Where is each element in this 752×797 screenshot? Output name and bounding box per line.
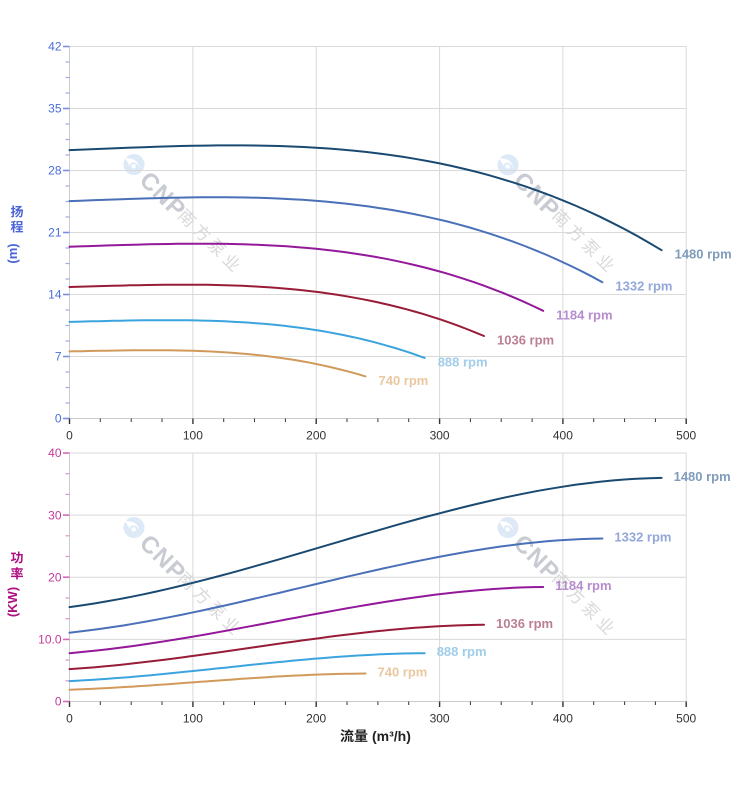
svg-text:400: 400 (553, 712, 573, 726)
svg-text:1184 rpm: 1184 rpm (555, 578, 611, 593)
svg-text:28: 28 (48, 164, 62, 178)
svg-text:100: 100 (183, 712, 203, 726)
svg-text:1332 rpm: 1332 rpm (615, 279, 672, 294)
svg-text:888 rpm: 888 rpm (438, 354, 488, 369)
svg-text:20: 20 (48, 571, 62, 585)
svg-text:30: 30 (48, 508, 62, 522)
svg-text:888 rpm: 888 rpm (437, 644, 487, 659)
svg-text:100: 100 (183, 429, 203, 443)
svg-text:0: 0 (55, 695, 62, 709)
svg-text:0: 0 (66, 712, 73, 726)
svg-text:1480 rpm: 1480 rpm (674, 469, 731, 484)
svg-text:200: 200 (306, 712, 326, 726)
svg-text:1184 rpm: 1184 rpm (556, 307, 612, 322)
svg-text:(m³/h): (m³/h) (372, 728, 411, 744)
svg-text:740 rpm: 740 rpm (378, 665, 428, 680)
svg-text:0: 0 (55, 412, 62, 426)
svg-text:500: 500 (676, 712, 696, 726)
svg-text:300: 300 (430, 712, 450, 726)
svg-text:400: 400 (553, 429, 573, 443)
svg-text:1332 rpm: 1332 rpm (614, 530, 671, 545)
svg-text:200: 200 (306, 429, 326, 443)
svg-text:740 rpm: 740 rpm (379, 373, 429, 388)
svg-text:40: 40 (48, 446, 62, 460)
svg-text:(KW): (KW) (5, 587, 20, 617)
svg-text:35: 35 (48, 102, 62, 116)
svg-text:0: 0 (66, 429, 73, 443)
svg-text:14: 14 (48, 288, 62, 302)
svg-text:1036 rpm: 1036 rpm (496, 616, 553, 631)
svg-text:300: 300 (430, 429, 450, 443)
svg-text:10.0: 10.0 (38, 633, 62, 647)
svg-text:21: 21 (48, 226, 62, 240)
svg-text:500: 500 (676, 429, 696, 443)
svg-text:1480 rpm: 1480 rpm (675, 247, 732, 262)
svg-text:42: 42 (48, 40, 62, 54)
svg-text:(m): (m) (5, 243, 20, 263)
svg-text:1036 rpm: 1036 rpm (497, 333, 554, 348)
svg-text:7: 7 (55, 350, 62, 364)
